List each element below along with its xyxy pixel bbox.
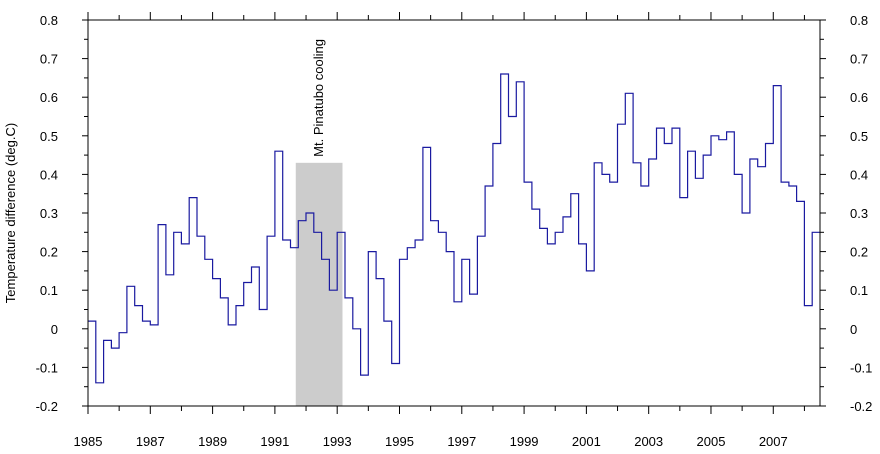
x-tick-label: 1993 [323, 434, 352, 449]
x-tick-label: 2001 [572, 434, 601, 449]
y-tick-label-right: -0.2 [850, 399, 872, 414]
y-tick-label-right: 0.7 [850, 52, 868, 67]
pinatubo-annotation: Mt. Pinatubo cooling [311, 39, 326, 157]
x-tick-label: 1985 [74, 434, 103, 449]
y-tick-label-right: 0.5 [850, 129, 868, 144]
y-tick-label-left: -0.2 [36, 399, 58, 414]
y-tick-label-left: 0.7 [40, 52, 58, 67]
y-tick-label-left: 0.3 [40, 206, 58, 221]
x-tick-label: 1999 [510, 434, 539, 449]
y-tick-label-left: -0.1 [36, 360, 58, 375]
y-tick-label-right: 0.2 [850, 245, 868, 260]
pinatubo-shaded-region [295, 162, 343, 406]
x-tick-label: 1995 [385, 434, 414, 449]
x-tick-label: 2005 [697, 434, 726, 449]
y-tick-label-right: 0.1 [850, 283, 868, 298]
y-tick-label-left: 0.8 [40, 13, 58, 28]
y-tick-labels-left: 0.8 0.7 0.6 0.5 0.4 0.3 0.2 0.1 0 -0.1 -0.2 [36, 13, 58, 414]
y-tick-label-right: 0.6 [850, 90, 868, 105]
x-tick-labels: 1985 1987 1989 1991 1993 1995 1997 1999 2001 2003… [74, 434, 788, 449]
x-tick-label: 1997 [447, 434, 476, 449]
x-tick-label: 2003 [634, 434, 663, 449]
y-tick-label-left: 0.5 [40, 129, 58, 144]
y-tick-label-right: -0.1 [850, 360, 872, 375]
x-tick-label: 1989 [198, 434, 227, 449]
y-tick-labels-right: 0.8 0.7 0.6 0.5 0.4 0.3 0.2 0.1 0 -0.1 -0.2 [850, 13, 872, 414]
y-tick-label-right: 0.8 [850, 13, 868, 28]
axis-ticks [82, 12, 826, 414]
y-tick-label-right: 0.4 [850, 167, 868, 182]
y-tick-label-right: 0 [850, 322, 857, 337]
plot-frame [87, 19, 821, 407]
y-axis-label: Temperature difference (deg.C) [3, 123, 18, 303]
y-tick-label-left: 0.1 [40, 283, 58, 298]
y-tick-label-left: 0 [51, 322, 58, 337]
y-tick-label-left: 0.4 [40, 167, 58, 182]
x-tick-label: 1991 [260, 434, 289, 449]
x-tick-label: 1987 [136, 434, 165, 449]
y-tick-label-right: 0.3 [850, 206, 868, 221]
y-tick-label-left: 0.2 [40, 245, 58, 260]
y-tick-label-left: 0.6 [40, 90, 58, 105]
temperature-series-line [88, 73, 820, 384]
x-tick-label: 2007 [759, 434, 788, 449]
